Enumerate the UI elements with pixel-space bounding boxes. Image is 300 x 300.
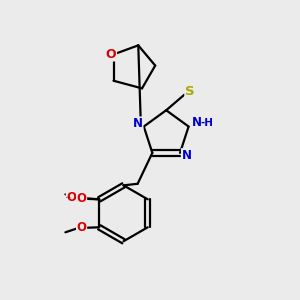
Text: N: N	[133, 117, 143, 130]
Text: S: S	[185, 85, 195, 98]
Text: -H: -H	[201, 118, 214, 128]
Text: O: O	[106, 48, 116, 61]
Text: methoxy: methoxy	[66, 197, 72, 199]
Text: N: N	[191, 116, 202, 130]
Text: O: O	[76, 221, 87, 234]
Text: N: N	[182, 149, 191, 162]
Text: O: O	[66, 191, 76, 204]
Text: O: O	[76, 192, 87, 205]
